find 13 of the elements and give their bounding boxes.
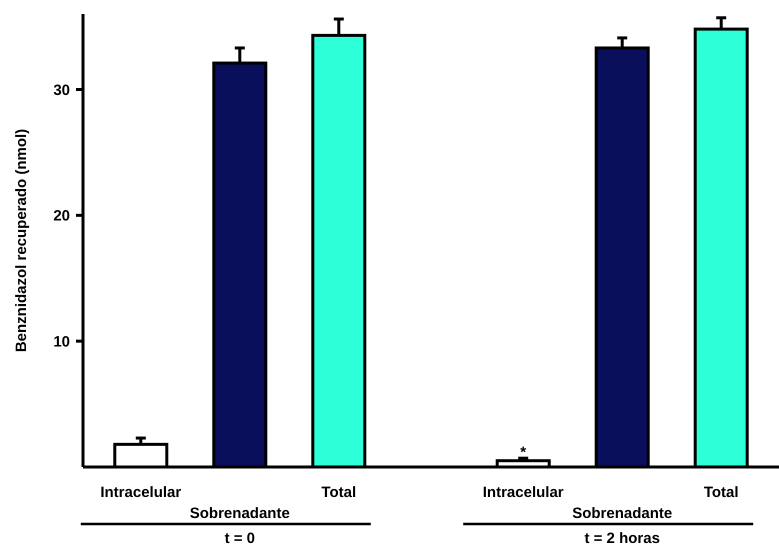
series-label: Intracelular <box>482 484 564 501</box>
y-tick-label: 10 <box>53 333 70 350</box>
text: Intracelular <box>100 484 182 501</box>
text: Sobrenadante <box>190 505 290 522</box>
x-tick-label: t = 0 <box>224 530 256 547</box>
text: Total <box>704 484 739 501</box>
x-tick-label: t = 2 horas <box>584 530 660 547</box>
text: Sobrenadante <box>572 505 672 522</box>
y-tick-label: 20 <box>53 208 70 225</box>
y-axis-title: Benznidazol recuperado (nmol) <box>13 128 30 352</box>
annotation: * <box>520 444 526 462</box>
series-label: Total <box>321 484 356 501</box>
y-tick-label: 30 <box>53 82 70 99</box>
